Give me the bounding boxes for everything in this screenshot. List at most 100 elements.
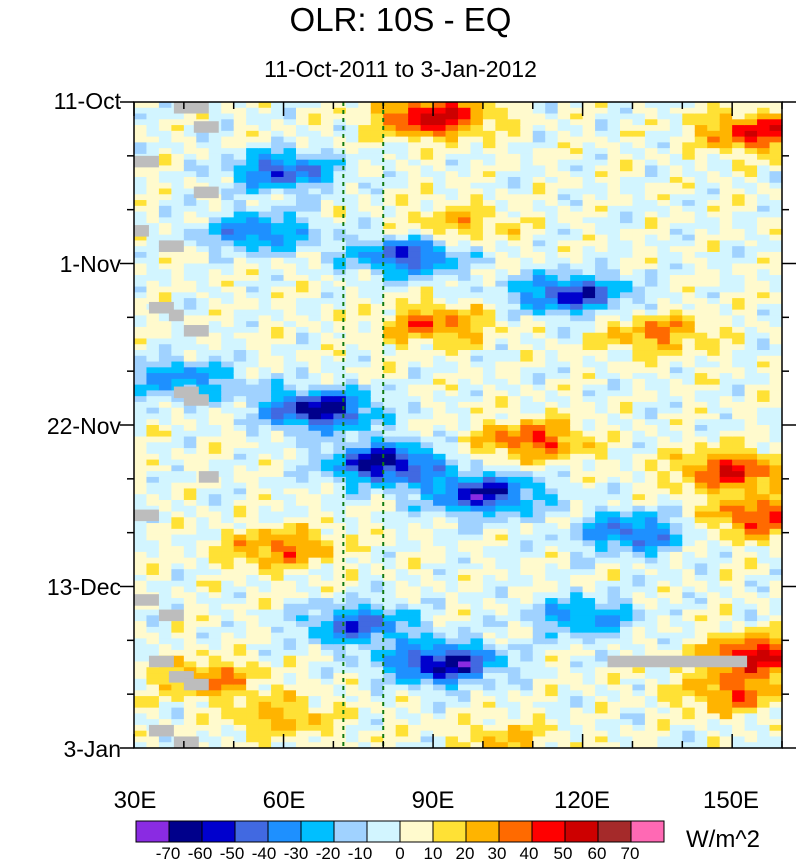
olr-cell — [395, 205, 409, 213]
olr-cell — [595, 673, 609, 680]
olr-cell — [283, 574, 297, 582]
olr-cell — [208, 730, 222, 738]
olr-cell — [470, 102, 484, 109]
olr-cell — [632, 223, 646, 230]
olr-cell — [296, 413, 310, 420]
olr-cell — [296, 165, 310, 172]
olr-cell — [420, 574, 434, 582]
olr-cell — [383, 407, 397, 415]
olr-cell — [507, 730, 521, 738]
olr-cell — [482, 350, 496, 357]
olr-cell — [507, 626, 521, 634]
olr-cell — [507, 292, 521, 299]
olr-cell — [296, 494, 310, 501]
olr-cell — [171, 136, 185, 143]
olr-cell — [183, 719, 197, 726]
olr-cell — [134, 205, 148, 213]
olr-cell — [557, 142, 571, 149]
olr-cell — [246, 378, 260, 386]
olr-cell — [183, 153, 197, 161]
olr-cell — [582, 649, 596, 657]
olr-cell — [258, 528, 272, 536]
olr-cell — [570, 442, 584, 449]
olr-cell — [308, 649, 322, 657]
olr-cell — [532, 673, 546, 680]
olr-cell — [221, 361, 235, 368]
olr-cell — [557, 384, 571, 391]
olr-cell — [408, 269, 422, 276]
olr-cell — [395, 494, 409, 501]
olr-cell — [470, 580, 484, 588]
olr-cell — [470, 523, 484, 530]
olr-cell — [320, 696, 334, 703]
olr-cell — [333, 488, 347, 495]
olr-cell — [246, 142, 260, 149]
olr-cell — [146, 119, 160, 126]
olr-cell — [221, 401, 235, 409]
olr-cell — [345, 661, 359, 668]
olr-cell — [158, 471, 172, 478]
olr-cell — [458, 217, 472, 224]
olr-cell — [669, 551, 683, 559]
olr-cell — [208, 413, 222, 420]
olr-cell — [445, 459, 459, 466]
olr-cell — [370, 419, 384, 426]
olr-cell — [682, 217, 696, 224]
olr-cell — [532, 419, 546, 426]
olr-cell — [620, 223, 634, 230]
olr-cell — [258, 361, 272, 368]
olr-cell — [370, 690, 384, 697]
olr-cell — [345, 465, 359, 472]
olr-cell — [221, 234, 235, 242]
olr-cell — [620, 384, 634, 391]
olr-cell — [271, 742, 285, 749]
olr-cell — [657, 724, 671, 732]
olr-cell — [221, 644, 235, 651]
olr-cell — [582, 436, 596, 443]
olr-cell — [570, 205, 584, 213]
olr-cell — [258, 626, 272, 634]
olr-cell — [171, 401, 185, 409]
olr-cell — [358, 649, 372, 657]
olr-cell — [258, 465, 272, 472]
olr-cell — [358, 713, 372, 720]
olr-cell — [370, 632, 384, 640]
olr-cell — [557, 436, 571, 443]
olr-cell — [258, 211, 272, 218]
olr-cell — [458, 638, 472, 645]
olr-cell — [308, 326, 322, 334]
olr-cell — [644, 436, 658, 443]
olr-cell — [258, 546, 272, 553]
olr-cell — [158, 251, 172, 259]
olr-cell — [520, 632, 534, 640]
olr-cell — [607, 603, 621, 611]
olr-cell — [582, 390, 596, 397]
olr-cell — [632, 390, 646, 397]
olr-cell — [333, 367, 347, 374]
olr-cell — [134, 298, 148, 305]
olr-cell — [495, 419, 509, 426]
olr-cell — [632, 719, 646, 726]
olr-cell — [183, 182, 197, 190]
olr-cell — [595, 338, 609, 345]
olr-cell — [308, 465, 322, 472]
olr-cell — [557, 321, 571, 328]
olr-cell — [395, 488, 409, 495]
olr-cell — [333, 246, 347, 253]
olr-cell — [408, 494, 422, 501]
olr-cell — [395, 540, 409, 547]
olr-cell — [196, 442, 210, 449]
olr-cell — [333, 234, 347, 242]
olr-cell — [296, 690, 310, 697]
olr-cell — [470, 632, 484, 640]
olr-cell — [520, 730, 534, 738]
olr-cell — [395, 315, 409, 322]
olr-cell — [595, 280, 609, 288]
olr-cell — [420, 390, 434, 397]
olr-cell — [607, 592, 621, 599]
olr-cell — [333, 355, 347, 363]
olr-cell — [657, 736, 671, 743]
olr-cell — [320, 655, 334, 663]
olr-cell — [420, 384, 434, 391]
olr-cell — [358, 563, 372, 570]
